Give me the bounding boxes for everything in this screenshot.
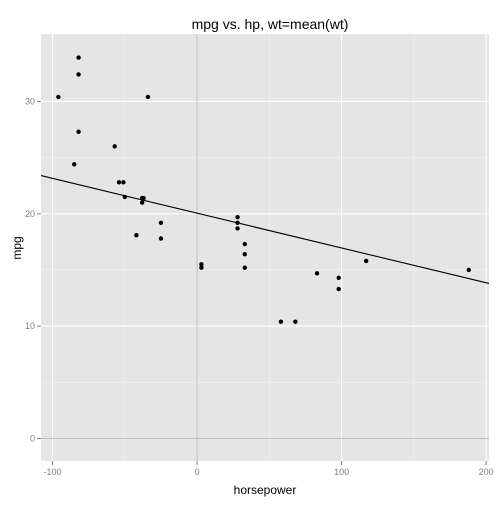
x-tick-label: 100 bbox=[334, 467, 349, 477]
x-tick-label: 0 bbox=[195, 467, 200, 477]
y-axis-title: mpg bbox=[10, 236, 24, 259]
data-point bbox=[242, 252, 247, 257]
data-point bbox=[336, 286, 341, 292]
data-point bbox=[112, 144, 117, 149]
plot-panel bbox=[41, 34, 489, 461]
data-point bbox=[158, 236, 164, 241]
chart-title: mpg vs. hp, wt=mean(wt) bbox=[192, 16, 349, 32]
data-point bbox=[56, 94, 61, 100]
data-point bbox=[134, 232, 139, 238]
data-point bbox=[293, 319, 298, 324]
data-point bbox=[145, 94, 151, 100]
x-tick-label: 200 bbox=[479, 467, 494, 477]
data-point bbox=[141, 195, 146, 201]
data-point bbox=[314, 271, 320, 276]
data-point bbox=[242, 265, 247, 270]
y-axis-ticks: 0 10 20 30 bbox=[25, 96, 41, 444]
data-point bbox=[76, 72, 81, 77]
data-point bbox=[121, 180, 126, 185]
data-point bbox=[72, 162, 77, 167]
data-point bbox=[139, 200, 145, 205]
data-point bbox=[235, 214, 240, 220]
y-tick-label: 10 bbox=[25, 321, 35, 331]
minor-gridlines bbox=[41, 34, 489, 461]
data-point bbox=[363, 258, 369, 264]
data-point bbox=[199, 262, 204, 267]
data-point bbox=[336, 275, 341, 281]
x-axis-title: horsepower bbox=[234, 483, 297, 497]
y-tick-label: 20 bbox=[25, 209, 35, 219]
data-point bbox=[158, 220, 164, 225]
fit-line-layer bbox=[40, 175, 490, 284]
x-tick-label: -100 bbox=[44, 467, 62, 477]
data-point bbox=[466, 267, 471, 273]
data-point bbox=[76, 55, 81, 60]
data-point bbox=[235, 226, 240, 231]
data-point bbox=[122, 194, 128, 200]
data-point bbox=[278, 319, 284, 324]
fit-line bbox=[40, 175, 490, 284]
data-point bbox=[199, 265, 204, 270]
data-point bbox=[116, 180, 122, 185]
data-point bbox=[235, 220, 240, 225]
points-layer bbox=[56, 55, 471, 324]
x-axis-ticks: -100 0 100 200 bbox=[44, 461, 494, 477]
data-point bbox=[242, 241, 247, 247]
y-tick-label: 0 bbox=[30, 434, 35, 444]
reference-lines bbox=[41, 34, 489, 461]
y-tick-label: 30 bbox=[25, 96, 35, 106]
data-point bbox=[76, 129, 81, 134]
